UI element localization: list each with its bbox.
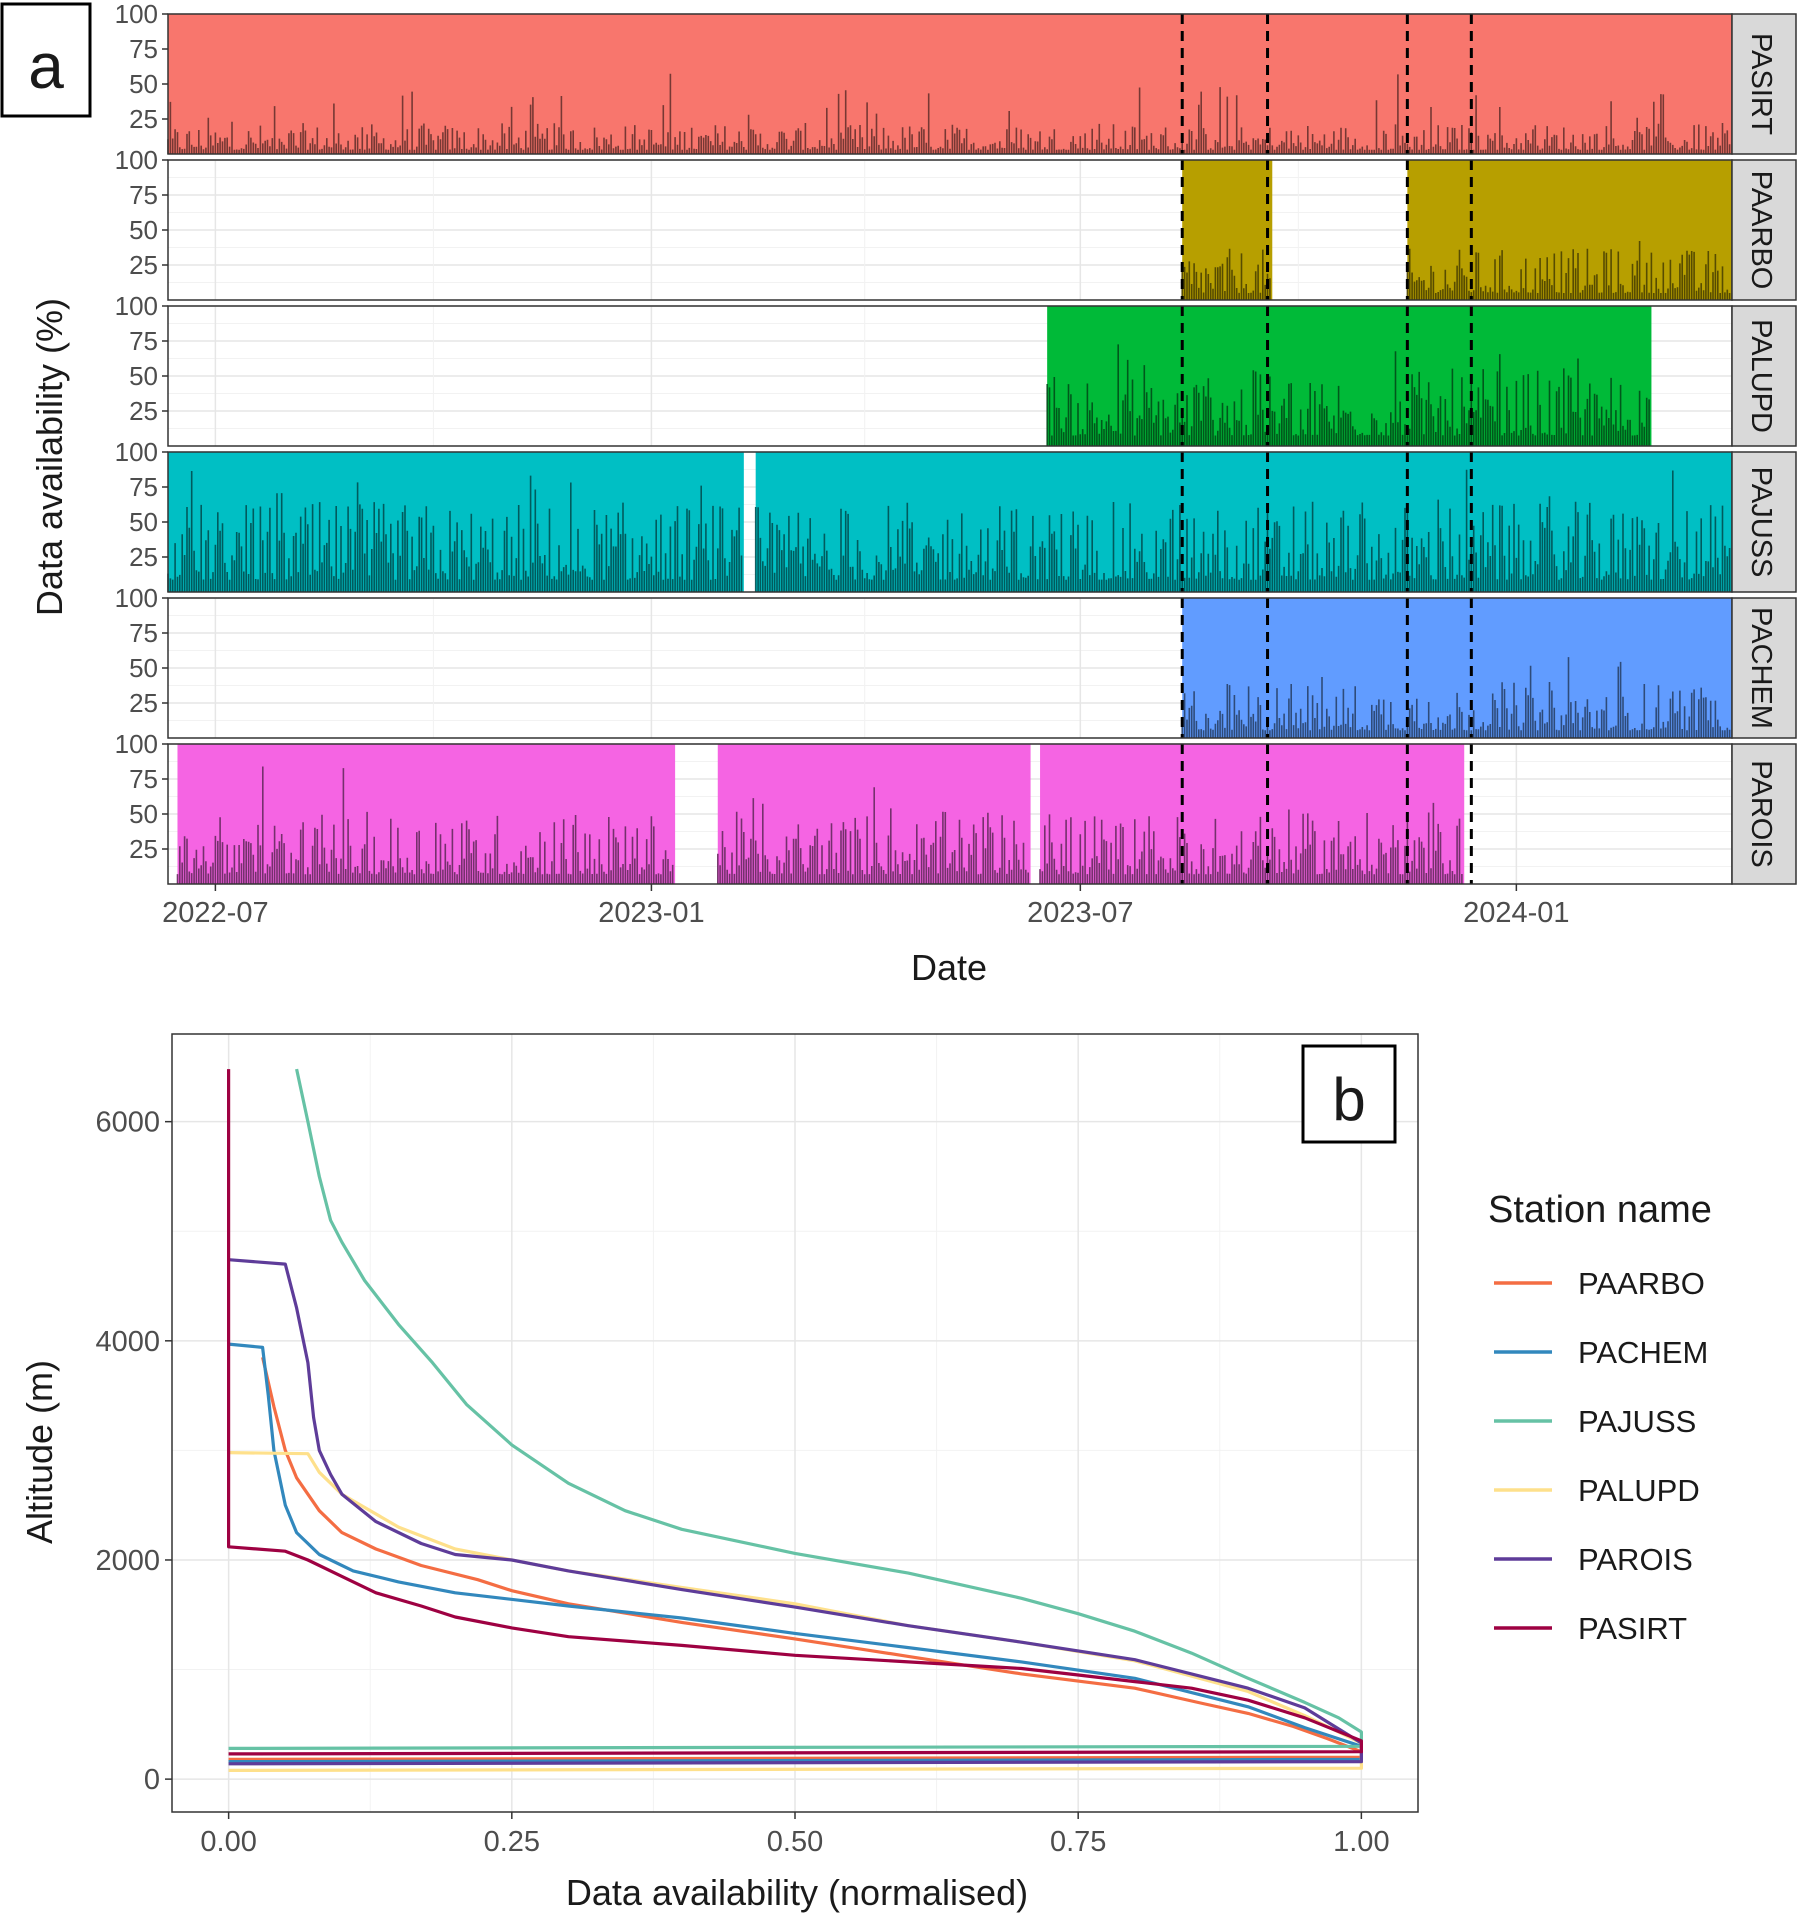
y-tick-label: 50 (129, 507, 158, 537)
legend-label: PACHEM (1578, 1335, 1708, 1370)
series-line-paarbo (228, 1356, 1363, 1761)
facet-strip-label: PASIRT (1745, 33, 1777, 135)
y-tick-label: 0 (144, 1764, 160, 1796)
y-tick-label: 25 (129, 542, 158, 572)
y-tick-label: 50 (129, 215, 158, 245)
y-tick-label: 75 (129, 34, 158, 64)
y-tick-label: 6000 (95, 1107, 160, 1139)
legend-label: PASIRT (1578, 1611, 1687, 1646)
panel-b-y-axis-title: Altitude (m) (19, 1360, 60, 1544)
y-tick-label: 100 (115, 291, 158, 321)
series-line-pachem (228, 1342, 1363, 1764)
y-tick-label: 50 (129, 653, 158, 683)
panel-b-x-axis-title: Data availability (normalised) (566, 1872, 1028, 1913)
legend: Station name PAARBO PACHEM PAJUSS PALUPD PAR… (1488, 1189, 1712, 1646)
y-tick-label: 25 (129, 250, 158, 280)
daily-availability-bars (754, 469, 1731, 592)
facet-paarbo: 100 75 50 25 PAARBO (115, 145, 1797, 301)
y-tick-label: 25 (129, 396, 158, 426)
y-tick-label: 75 (129, 180, 158, 210)
legend-label: PAARBO (1578, 1266, 1705, 1301)
series-line-parois (228, 1258, 1363, 1766)
daily-availability-bars (1039, 802, 1463, 884)
panel-a-tag: a (0, 2, 92, 118)
x-tick-label: 2023-01 (598, 897, 704, 929)
x-tick-label: 0.25 (484, 1826, 540, 1858)
availability-block-pajuss (168, 452, 744, 592)
facet-strip (1731, 743, 1797, 885)
panel-a-tag-label: a (28, 30, 64, 102)
y-tick-label: 100 (115, 583, 158, 613)
daily-availability-bars (1181, 657, 1731, 738)
y-tick-label: 100 (115, 729, 158, 759)
daily-availability-bars (176, 766, 674, 884)
y-tick-label: 25 (129, 834, 158, 864)
facet-strip-label: PAARBO (1745, 171, 1777, 290)
facet-strip-label: PAJUSS (1745, 467, 1777, 578)
availability-block-paarbo (1407, 160, 1732, 300)
y-tick-label: 50 (129, 799, 158, 829)
panel-a-plot: 100 75 50 25 PASIRT 100 75 50 25 PAARBO 100 75 50 25 P… (0, 0, 1797, 988)
x-tick-label: 0.00 (200, 1826, 256, 1858)
y-tick-label: 75 (129, 618, 158, 648)
facet-pajuss: 100 75 50 25 PAJUSS (115, 437, 1797, 593)
panel-a-y-axis-title: Data availability (%) (29, 298, 70, 616)
legend-title: Station name (1488, 1189, 1712, 1231)
legend-label: PALUPD (1578, 1473, 1700, 1508)
facet-strip (1731, 451, 1797, 593)
panel-a-x-axis-title: Date (911, 947, 987, 988)
y-tick-label: 4000 (95, 1326, 160, 1358)
legend-label: PAROIS (1578, 1542, 1693, 1577)
facet-strip-label: PACHEM (1745, 607, 1777, 729)
y-tick-label: 75 (129, 764, 158, 794)
facet-strip (1731, 159, 1797, 301)
facet-parois: 100 75 50 25 PAROIS (115, 729, 1797, 885)
y-tick-label: 75 (129, 472, 158, 502)
facet-strip-label: PAROIS (1745, 760, 1777, 867)
facet-palupd: 100 75 50 25 PALUPD (115, 291, 1797, 447)
x-tick-label: 0.75 (1050, 1826, 1106, 1858)
daily-availability-bars (1046, 344, 1650, 446)
facet-pachem: 100 75 50 25 PACHEM (115, 583, 1797, 739)
x-tick-label: 0.50 (767, 1826, 823, 1858)
y-tick-label: 25 (129, 104, 158, 134)
facet-strip-label: PALUPD (1745, 319, 1777, 433)
panel-b-plot: 0.00 0.25 0.50 0.75 1.00 0 2000 4000 6000 Altitu… (19, 1033, 1712, 1913)
legend-label: PAJUSS (1578, 1404, 1696, 1439)
y-tick-label: 100 (115, 437, 158, 467)
facet-pasirt: 100 75 50 25 PASIRT (115, 0, 1797, 155)
facet-strip (1731, 597, 1797, 739)
y-tick-label: 100 (115, 0, 158, 29)
facet-strip (1731, 305, 1797, 447)
panel-b-tag-label: b (1332, 1066, 1365, 1133)
x-tick-label: 1.00 (1333, 1826, 1389, 1858)
x-tick-label: 2023-07 (1027, 897, 1133, 929)
y-tick-label: 75 (129, 326, 158, 356)
x-tick-label: 2022-07 (162, 897, 268, 929)
series-line-pasirt (227, 1069, 1363, 1756)
daily-availability-bars (717, 787, 1029, 884)
y-tick-label: 100 (115, 145, 158, 175)
y-tick-label: 2000 (95, 1545, 160, 1577)
y-tick-label: 25 (129, 688, 158, 718)
x-tick-label: 2024-01 (1463, 897, 1569, 929)
panel-b-tag: b (1301, 1044, 1397, 1144)
availability-block-palupd (1047, 306, 1652, 446)
y-tick-label: 50 (129, 69, 158, 99)
series-line-pajuss (228, 1068, 1363, 1750)
y-tick-label: 50 (129, 361, 158, 391)
facet-strip (1731, 13, 1797, 155)
